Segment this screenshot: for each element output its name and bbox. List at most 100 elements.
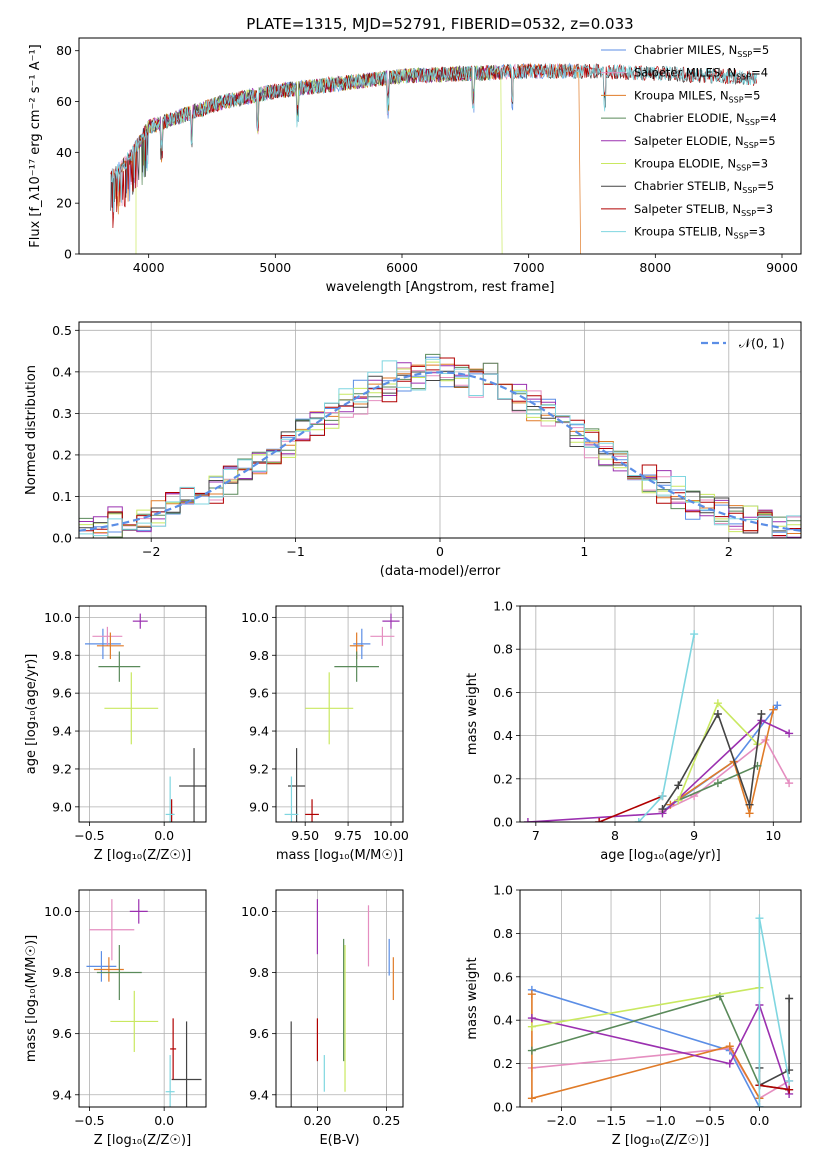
errorbar-point bbox=[171, 1021, 202, 1107]
weight-marker bbox=[785, 1085, 794, 1094]
y-tick-label: 0.3 bbox=[52, 406, 72, 421]
errorbar-point bbox=[165, 1055, 175, 1107]
x-tick-label: 8000 bbox=[639, 260, 671, 275]
errorbar-point bbox=[110, 990, 159, 1052]
x-tick-label: 0.20 bbox=[303, 1113, 331, 1128]
y-axis-label: Normed distribution bbox=[24, 365, 39, 495]
legend-entry: Chabrier MILES, NSSP=5 bbox=[634, 43, 769, 59]
x-tick-label: 10.00 bbox=[373, 828, 409, 843]
weight-line bbox=[531, 986, 760, 1028]
weight-marker bbox=[658, 805, 667, 814]
errorbar-point bbox=[86, 951, 117, 982]
weight-line bbox=[758, 998, 790, 1087]
weight-marker bbox=[757, 710, 766, 718]
residual-legend: 𝒩(0, 1) bbox=[701, 336, 785, 351]
y-tick-label: 10.0 bbox=[241, 904, 269, 919]
weight-line bbox=[527, 719, 790, 822]
weight-marker bbox=[785, 779, 794, 788]
errorbar-point bbox=[84, 628, 121, 660]
errorbar-point bbox=[165, 776, 175, 822]
plot-frame bbox=[78, 321, 802, 539]
y-tick-label: 10.0 bbox=[44, 610, 72, 625]
weight-marker bbox=[527, 990, 536, 999]
legend-entry: Chabrier ELODIE, NSSP=4 bbox=[634, 111, 777, 127]
weight-marker bbox=[785, 729, 794, 738]
weight-marker bbox=[769, 705, 778, 714]
errorbar-point bbox=[132, 613, 148, 629]
x-tick-label: −2 bbox=[142, 544, 160, 559]
errorbar-point bbox=[370, 626, 395, 646]
y-tick-label: 60 bbox=[56, 94, 72, 109]
y-tick-label: 9.6 bbox=[249, 1026, 269, 1041]
weight-marker bbox=[785, 1076, 794, 1085]
spectrum-panel: 4000 5000 6000 7000 8000 9000 0 20 40 60 80 wavelen… bbox=[28, 37, 802, 295]
x-tick-label: −2.0 bbox=[546, 1113, 576, 1128]
y-axis-label: Flux [f_λ10⁻¹⁷ erg cm⁻² s⁻¹ A⁻¹] bbox=[28, 44, 43, 248]
x-tick-label: 0.0 bbox=[749, 1113, 769, 1128]
y-tick-label: 80 bbox=[56, 43, 72, 58]
legend-entry: Salpeter ELODIE, NSSP=5 bbox=[634, 134, 776, 150]
x-axis-label: wavelength [Angstrom, rest frame] bbox=[326, 280, 555, 295]
plot-frame bbox=[275, 605, 404, 823]
y-tick-label: 9.8 bbox=[52, 648, 72, 663]
errorbar-point bbox=[353, 628, 371, 660]
weight-marker bbox=[527, 1046, 536, 1055]
weight-line bbox=[759, 1084, 790, 1091]
y-tick-label: 0.2 bbox=[493, 1056, 513, 1071]
weight-line bbox=[669, 709, 775, 817]
weight-marker bbox=[634, 818, 643, 822]
weight-marker bbox=[755, 1103, 764, 1107]
y-tick-label: 1.0 bbox=[493, 599, 513, 614]
x-tick-label: −0.5 bbox=[74, 1113, 104, 1128]
y-tick-label: 9.4 bbox=[52, 1087, 72, 1102]
errorbar-point bbox=[334, 651, 379, 682]
x-axis-label: Z [log₁₀(Z/Z☉)] bbox=[94, 1133, 191, 1148]
x-tick-label: 10 bbox=[765, 828, 781, 843]
weight-marker bbox=[674, 781, 683, 790]
weight-marker bbox=[725, 1042, 734, 1051]
legend-entry: Kroupa ELODIE, NSSP=3 bbox=[634, 157, 768, 173]
errorbar-point bbox=[288, 748, 306, 822]
weight-line bbox=[531, 1002, 790, 1095]
weight-marker bbox=[713, 710, 722, 718]
y-tick-label: 9.0 bbox=[52, 799, 72, 814]
legend-entry: Chabrier STELIB, NSSP=5 bbox=[634, 179, 774, 195]
weight-marker bbox=[658, 792, 667, 801]
x-tick-label: 0 bbox=[436, 544, 444, 559]
errorbar-point bbox=[305, 799, 319, 822]
y-tick-label: 9.6 bbox=[52, 1026, 72, 1041]
weight-marker bbox=[690, 630, 699, 639]
errorbar-point bbox=[96, 945, 142, 1001]
plot-frame bbox=[78, 37, 802, 255]
errorbar-point bbox=[179, 748, 206, 822]
spectrum-line bbox=[110, 62, 581, 254]
y-tick-label: 9.6 bbox=[52, 686, 72, 701]
x-tick-label: 5000 bbox=[259, 260, 291, 275]
x-tick-label: −0.5 bbox=[74, 828, 104, 843]
x-tick-label: −1.5 bbox=[596, 1113, 626, 1128]
y-axis-label: mass [log₁₀(M/M☉)] bbox=[24, 935, 39, 1062]
x-tick-label: 9.75 bbox=[334, 828, 362, 843]
legend-entry: 𝒩(0, 1) bbox=[739, 336, 785, 351]
weight-marker bbox=[745, 800, 754, 809]
y-tick-label: 9.6 bbox=[249, 686, 269, 701]
weight-line bbox=[531, 994, 761, 1100]
y-axis-label: mass weight bbox=[465, 957, 480, 1039]
weight-marker bbox=[713, 699, 722, 708]
y-tick-label: 0 bbox=[64, 247, 72, 262]
legend-entry: Salpeter MILES, NSSP=4 bbox=[634, 66, 768, 82]
x-axis-label: E(B-V) bbox=[319, 1133, 359, 1148]
weight-vs-age-panel: 7 8 9 10 0.0 0.2 0.4 0.6 0.8 1.0 age [log₁₀(age/yr… bbox=[465, 599, 802, 863]
y-tick-label: 9.8 bbox=[52, 965, 72, 980]
y-tick-label: 0.1 bbox=[52, 489, 72, 504]
plot-frame bbox=[78, 889, 207, 1108]
legend-entry: Kroupa STELIB, NSSP=3 bbox=[634, 225, 765, 241]
y-tick-label: 0.2 bbox=[493, 771, 513, 786]
x-tick-label: 4000 bbox=[133, 260, 165, 275]
residuals-panel: −2 −1 0 1 2 0.0 0.1 0.2 0.3 0.4 0.5 (data-model)/er… bbox=[24, 321, 802, 579]
y-tick-label: 0.0 bbox=[493, 1100, 513, 1115]
weight-marker bbox=[755, 914, 764, 923]
errorbar-point bbox=[92, 626, 123, 646]
x-tick-label: −1.0 bbox=[645, 1113, 675, 1128]
y-tick-label: 9.4 bbox=[52, 724, 72, 739]
